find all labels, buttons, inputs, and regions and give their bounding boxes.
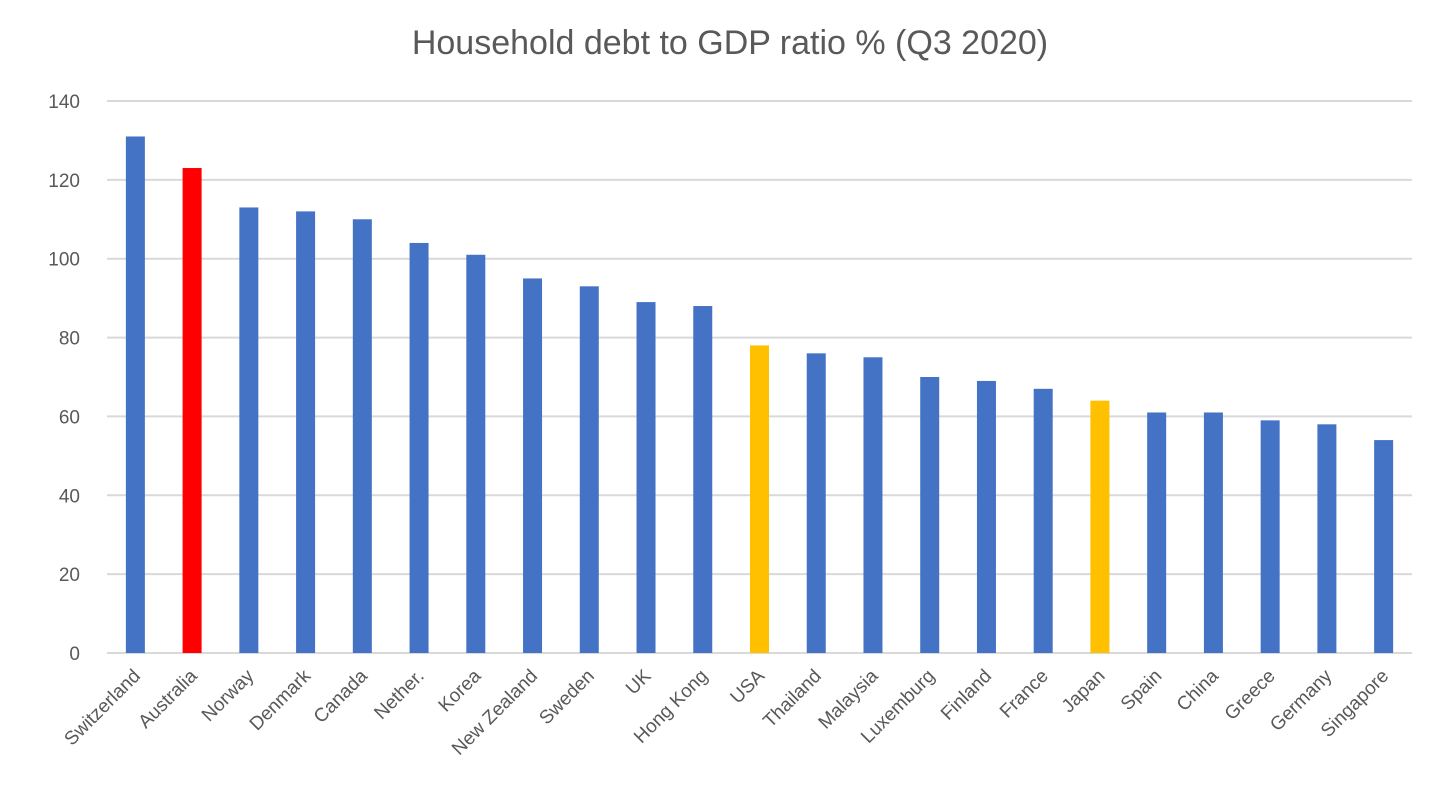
- bar: [523, 278, 543, 653]
- bar: [750, 345, 769, 653]
- y-tick-label: 0: [69, 644, 80, 665]
- bar: [1090, 400, 1110, 653]
- bar: [1260, 420, 1280, 653]
- x-tick-label: Spain: [1117, 666, 1166, 715]
- y-tick-label: 100: [48, 250, 80, 271]
- y-tick-label: 120: [48, 171, 80, 192]
- bar: [579, 286, 599, 653]
- bar: [1033, 388, 1053, 653]
- x-tick-label: Denmark: [246, 665, 316, 735]
- bar: [409, 242, 429, 653]
- bar: [863, 357, 883, 653]
- bar: [352, 219, 372, 654]
- y-axis: 0 20 40 60 80 100 120 140: [48, 92, 80, 665]
- bar: [1317, 424, 1337, 653]
- bar: [1203, 412, 1223, 653]
- x-tick-label: Australia: [135, 665, 202, 732]
- bar: [636, 302, 656, 653]
- bar: [976, 380, 996, 653]
- bar: [1374, 440, 1394, 653]
- bar: [296, 211, 316, 653]
- bar: [1147, 412, 1167, 653]
- y-tick-label: 60: [59, 407, 80, 428]
- x-axis: SwitzerlandAustraliaNorwayDenmarkCanadaN…: [61, 665, 1394, 759]
- x-tick-label: Korea: [435, 665, 486, 716]
- bar: [806, 353, 826, 653]
- bar: [239, 207, 259, 653]
- y-tick-label: 140: [48, 92, 80, 113]
- y-tick-label: 80: [59, 329, 80, 350]
- x-tick-label: Finland: [937, 666, 996, 725]
- x-tick-label: Canada: [310, 665, 372, 727]
- y-tick-label: 40: [59, 486, 80, 507]
- bar: [920, 377, 940, 653]
- bar: [182, 168, 202, 653]
- x-tick-label: Nether.: [370, 666, 428, 724]
- x-tick-label: Switzerland: [61, 666, 145, 750]
- bars: [125, 136, 1394, 654]
- x-tick-label: UK: [622, 665, 656, 699]
- x-tick-label: China: [1173, 665, 1223, 715]
- bar: [466, 254, 486, 653]
- y-tick-label: 20: [59, 565, 80, 586]
- x-tick-label: USA: [727, 665, 770, 708]
- chart-title: Household debt to GDP ratio % (Q3 2020): [412, 24, 1048, 62]
- bar: [125, 136, 145, 653]
- x-tick-label: Japan: [1058, 666, 1109, 717]
- bar: [693, 306, 713, 653]
- x-tick-label: Sweden: [535, 666, 598, 729]
- x-tick-label: France: [996, 666, 1053, 723]
- x-tick-label: Thailand: [759, 666, 825, 732]
